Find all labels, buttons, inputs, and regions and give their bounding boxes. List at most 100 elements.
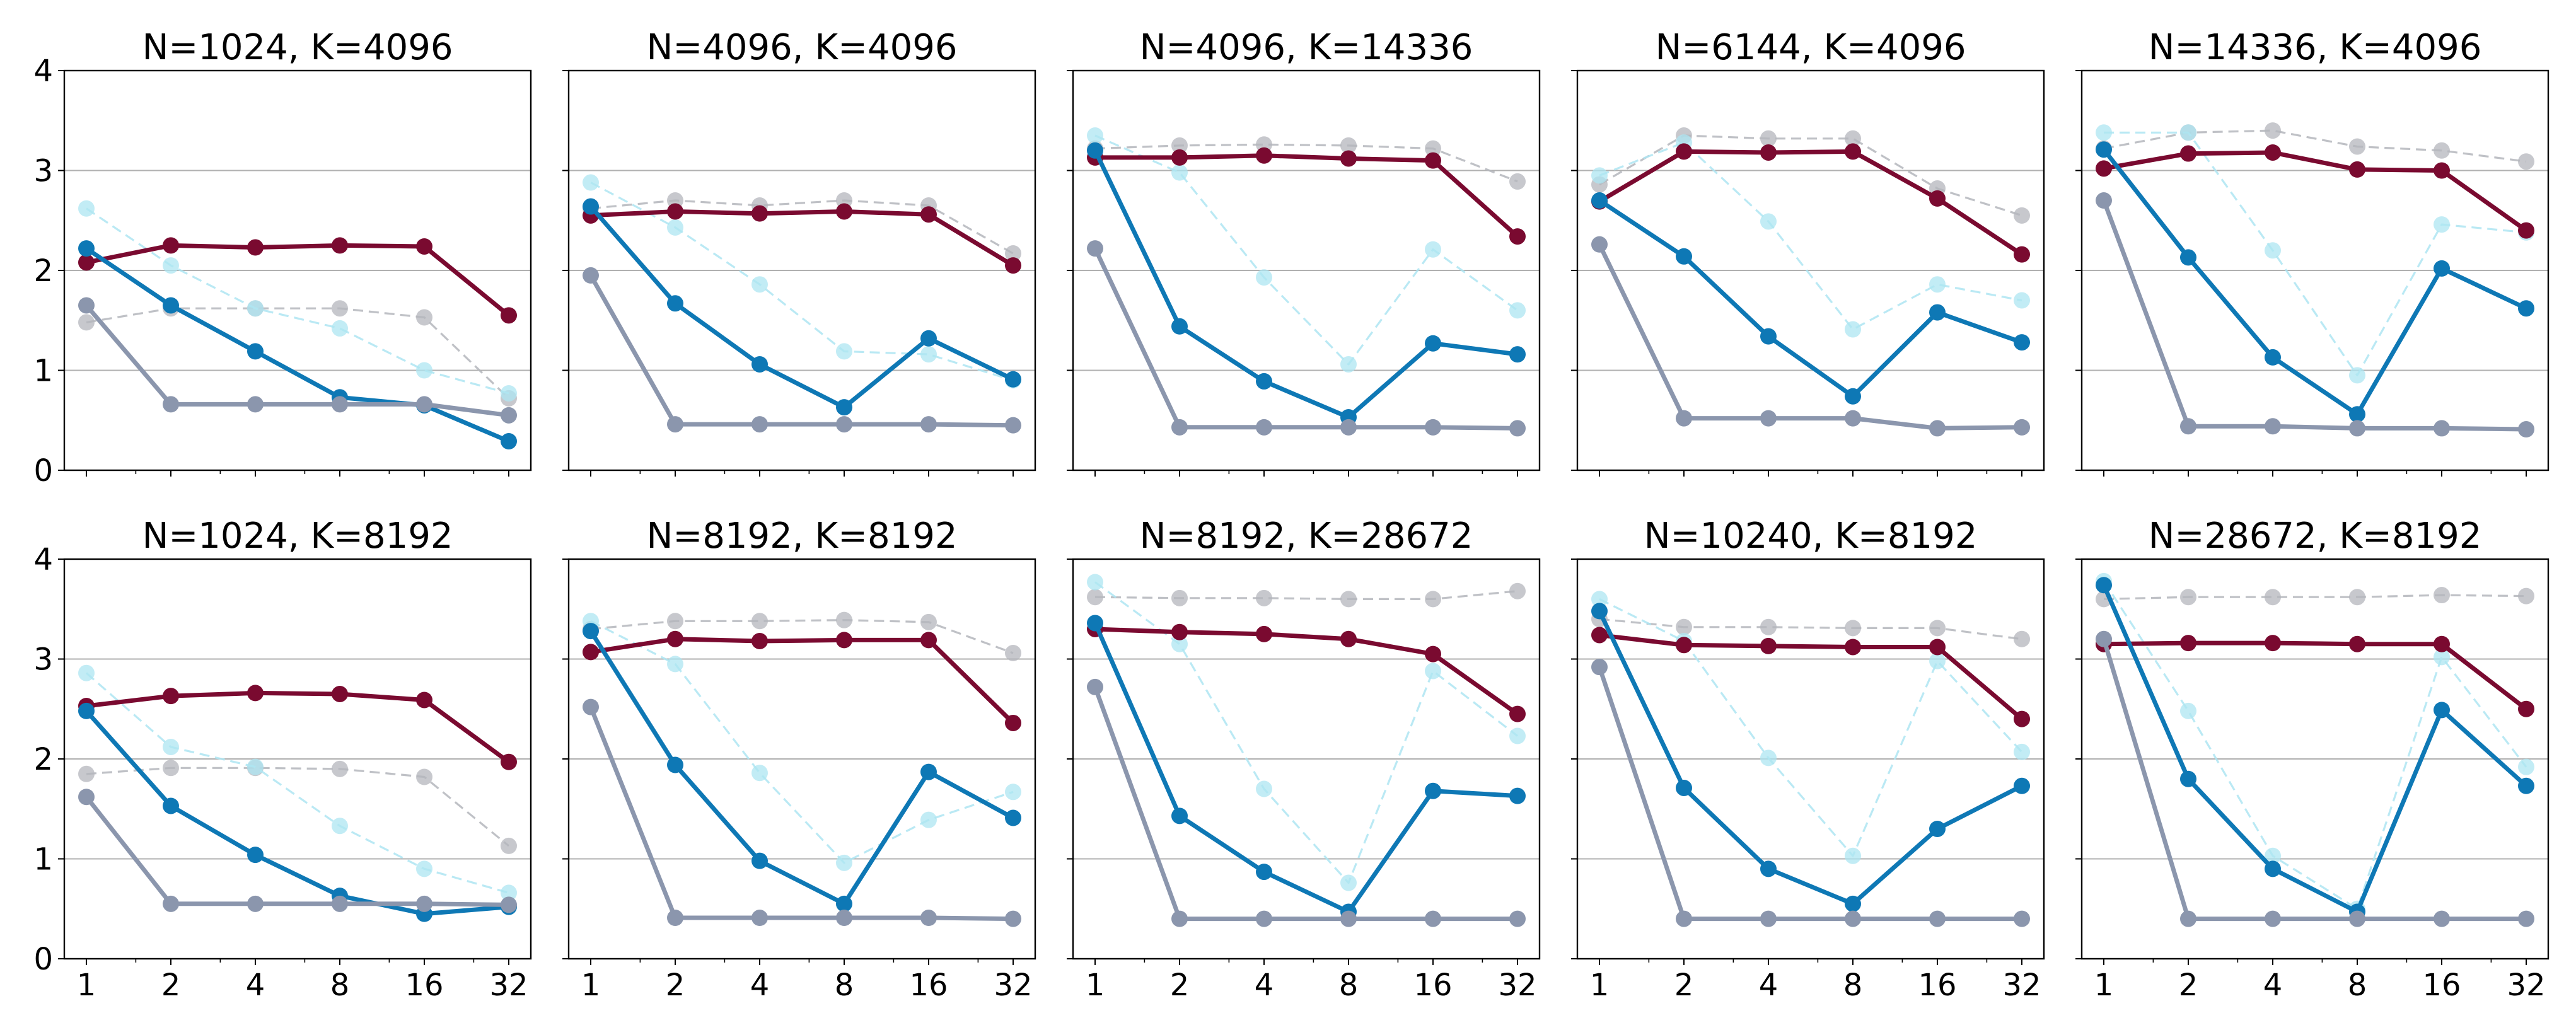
- series-point-5: [1929, 652, 1946, 669]
- series-point-1: [2518, 700, 2534, 717]
- x-tick-label: 4: [1759, 968, 1778, 1003]
- series-line-5: [86, 207, 509, 395]
- series-point-2: [1171, 807, 1188, 825]
- series-point-2: [1171, 318, 1188, 335]
- series-point-1: [1845, 143, 1861, 160]
- series-point-1: [2349, 161, 2365, 178]
- series-point-1: [2014, 246, 2030, 263]
- series-point-5: [667, 656, 683, 673]
- series-point-1: [1171, 149, 1188, 166]
- series-point-3: [1509, 910, 1526, 927]
- x-tick-label: 32: [489, 968, 528, 1003]
- series-point-2: [667, 756, 683, 773]
- series-line-3: [84, 796, 509, 907]
- series-point-4: [501, 837, 517, 854]
- series-line-1: [1598, 149, 2023, 257]
- series-point-3: [1340, 419, 1357, 436]
- series-point-5: [2096, 124, 2112, 141]
- x-tick-label: 4: [246, 968, 265, 1003]
- series-point-5: [2434, 649, 2450, 666]
- series-point-2: [1760, 328, 1777, 345]
- x-tick-label: 4: [2263, 968, 2283, 1003]
- series-point-1: [836, 203, 852, 220]
- series-point-5: [78, 200, 95, 217]
- series-point-4: [2014, 207, 2030, 224]
- series-point-1: [1760, 637, 1777, 654]
- series-point-4: [1509, 173, 1526, 190]
- series-point-3: [2349, 910, 2365, 927]
- series-point-4: [416, 309, 432, 326]
- series-point-3: [1760, 910, 1777, 927]
- series-point-2: [247, 343, 264, 360]
- series-point-1: [2180, 145, 2196, 162]
- series-point-1: [1340, 150, 1357, 167]
- series-point-4: [1425, 591, 1441, 608]
- series-point-2: [751, 852, 768, 869]
- series-point-1: [332, 237, 348, 254]
- series-point-3: [1087, 240, 1103, 257]
- x-tick-label: 8: [835, 968, 854, 1003]
- series-line-4: [590, 199, 1014, 255]
- y-tick-label: 0: [33, 453, 53, 489]
- y-tick-label: 0: [33, 942, 53, 977]
- series-point-3: [416, 895, 432, 912]
- series-line-2: [1597, 610, 2023, 906]
- series-point-2: [1087, 142, 1103, 159]
- series-point-5: [501, 884, 517, 901]
- series-line-3: [1597, 666, 2022, 922]
- series-line-5: [1094, 134, 1518, 366]
- x-tick-label: 2: [1170, 968, 1190, 1003]
- series-point-4: [1171, 137, 1188, 154]
- series-point-3: [1171, 419, 1188, 436]
- series-point-1: [416, 238, 432, 255]
- series-point-2: [1929, 304, 1946, 321]
- subplot-10: 1 2 4 8 16 32 N=28672, K=8192: [2075, 516, 2550, 1003]
- series-point-2: [2180, 249, 2196, 266]
- series-point-5: [247, 758, 264, 775]
- series-point-1: [2265, 635, 2281, 652]
- series-point-4: [2349, 138, 2365, 155]
- series-point-4: [2265, 589, 2281, 606]
- series-point-2: [2265, 860, 2281, 877]
- series-line-1: [86, 243, 511, 318]
- x-tick-label: 8: [2348, 968, 2367, 1003]
- series-point-1: [1929, 190, 1946, 207]
- subplot-title: N=4096, K=14336: [1140, 27, 1473, 68]
- series-line-3: [2101, 199, 2527, 432]
- series-point-2: [2096, 141, 2112, 158]
- series-point-4: [1760, 130, 1777, 147]
- series-point-1: [1425, 152, 1441, 169]
- series-point-3: [2265, 418, 2281, 435]
- x-tick-label: 2: [666, 968, 685, 1003]
- series-point-1: [416, 691, 432, 709]
- series-line-1: [86, 690, 511, 764]
- series-point-3: [1087, 678, 1103, 695]
- series-point-3: [163, 396, 179, 413]
- series-point-4: [2349, 589, 2365, 606]
- x-tick-label: 16: [405, 968, 443, 1003]
- subplot-4: N=6144, K=4096: [1571, 27, 2045, 477]
- series-point-1: [1509, 228, 1526, 245]
- series-point-4: [1845, 130, 1861, 147]
- series-point-5: [836, 854, 852, 871]
- series-line-2: [2101, 584, 2528, 914]
- series-point-1: [2014, 710, 2030, 727]
- series-point-1: [1929, 639, 1946, 656]
- series-point-3: [1171, 910, 1188, 927]
- series-point-1: [1340, 630, 1357, 647]
- series-point-1: [2180, 635, 2196, 652]
- series-point-5: [1591, 591, 1608, 608]
- series-point-5: [1340, 356, 1357, 373]
- series-point-5: [1845, 321, 1861, 338]
- subplot-7: 1 2 4 8 16 32 N=8192, K=8192: [562, 516, 1036, 1003]
- subplot-title: N=6144, K=4096: [1655, 27, 1966, 68]
- series-point-5: [332, 320, 348, 337]
- series-point-3: [2014, 910, 2030, 927]
- series-line-5: [85, 672, 509, 894]
- series-line-3: [2101, 638, 2526, 922]
- series-point-4: [920, 613, 937, 630]
- x-tick-label: 32: [994, 968, 1032, 1003]
- series-point-2: [583, 198, 599, 215]
- series-line-5: [1599, 598, 2023, 857]
- subplot-3: N=4096, K=14336: [1067, 27, 1541, 477]
